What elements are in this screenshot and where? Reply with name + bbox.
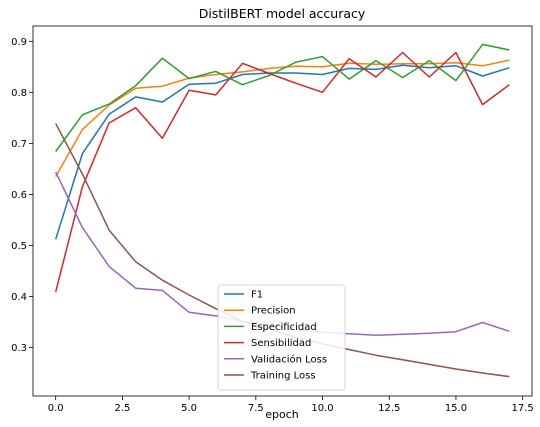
- legend-label: F1: [251, 290, 263, 301]
- x-tick-label: 17.5: [512, 403, 534, 414]
- legend-label: Especificidad: [251, 322, 317, 333]
- x-axis-label: epoch: [265, 408, 299, 421]
- x-tick-label: 0.0: [48, 403, 64, 414]
- y-tick-label: 0.3: [11, 343, 27, 354]
- x-tick-label: 15.0: [445, 403, 467, 414]
- series-line-especificidad: [55, 43, 510, 152]
- legend-label: Validación Loss: [251, 353, 327, 365]
- legend-box: [217, 284, 346, 391]
- y-tick-label: 0.6: [11, 190, 27, 201]
- x-tick-label: 12.5: [378, 403, 400, 414]
- y-tick-label: 0.8: [11, 88, 27, 99]
- x-tick-label: 5.0: [181, 403, 197, 414]
- legend-label: Precision: [251, 306, 296, 317]
- y-tick-label: 0.4: [11, 292, 27, 303]
- axes-border: [32, 25, 533, 397]
- chart-title: DistilBERT model accuracy: [199, 6, 366, 21]
- y-tick-label: 0.5: [11, 241, 27, 252]
- axes-frame: [32, 25, 533, 397]
- y-tick-label: 0.7: [11, 139, 27, 150]
- x-tick-label: 7.5: [248, 403, 264, 414]
- legend-label: Sensibilidad: [251, 338, 311, 349]
- series-line-f1: [54, 64, 510, 240]
- axis-ticks: 0.0 2.5 5.0 7.5 10.0 12.5 15.0 17.5 0.3 0.4 0.5 0.6…: [11, 37, 534, 414]
- series-line-sensibilidad: [54, 51, 510, 293]
- x-tick-label: 2.5: [114, 403, 130, 414]
- x-tick-label: 10.0: [311, 403, 333, 414]
- legend: F1 Precision Especificidad Sensibilidad Vali…: [217, 284, 346, 391]
- legend-label: Training Loss: [250, 371, 316, 382]
- y-tick-label: 0.9: [11, 37, 27, 48]
